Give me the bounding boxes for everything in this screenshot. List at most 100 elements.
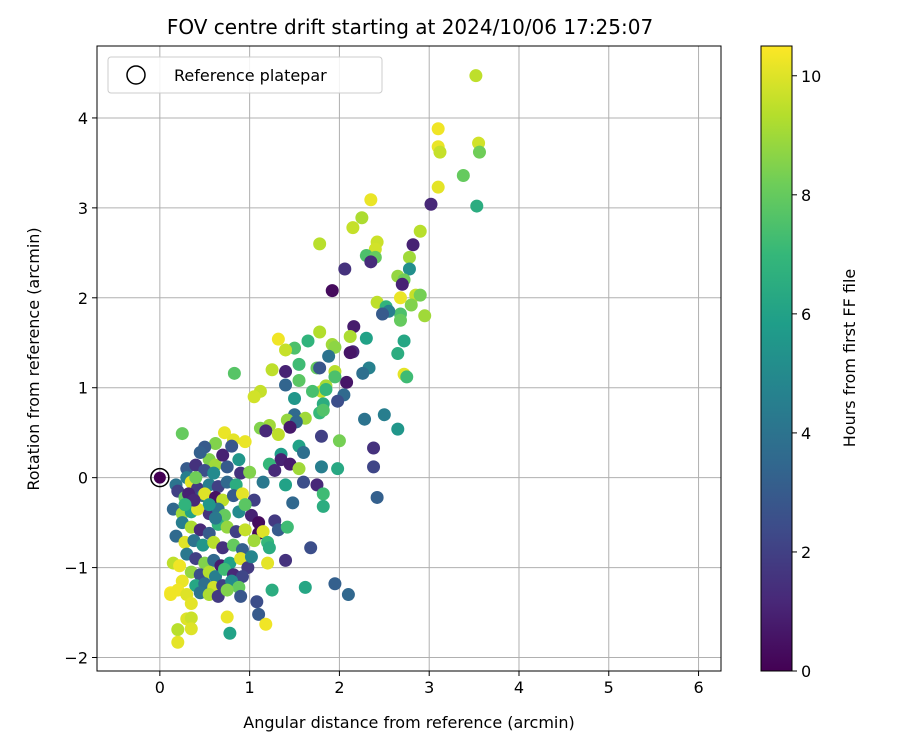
scatter-point	[247, 390, 261, 404]
y-tick-label: −2	[64, 649, 88, 668]
scatter-point	[243, 465, 257, 479]
scatter-point	[223, 626, 237, 640]
scatter-point	[393, 291, 407, 305]
scatter-point	[331, 394, 345, 408]
chart-title: FOV centre drift starting at 2024/10/06 …	[167, 15, 653, 39]
scatter-point	[265, 363, 279, 377]
scatter-point	[252, 607, 266, 621]
plot-frame	[96, 45, 722, 672]
scatter-point	[325, 284, 339, 298]
scatter-point	[244, 550, 258, 564]
scatter-point	[322, 349, 336, 363]
scatter-point	[391, 422, 405, 436]
scatter-point	[271, 332, 285, 346]
scatter-point	[346, 221, 360, 235]
scatter-point	[304, 541, 318, 555]
scatter-point	[305, 384, 319, 398]
colorbar-tick-label: 8	[801, 186, 811, 205]
y-axis-ticks: −2 −1 0 1 2 3 4	[64, 109, 97, 668]
scatter-point	[328, 577, 342, 591]
scatter-point	[193, 445, 207, 459]
scatter-point	[171, 623, 185, 637]
scatter-point	[338, 262, 352, 276]
scatter-point	[209, 436, 223, 450]
scatter-point	[402, 250, 416, 264]
scatter-point	[292, 462, 306, 476]
legend-box	[107, 56, 383, 94]
colorbar-tick-label: 0	[801, 662, 811, 681]
scatter-point	[328, 370, 342, 384]
scatter-point	[424, 197, 438, 211]
x-axis-ticks: 0 1 2 3 4 5 6	[155, 671, 704, 697]
scatter-point	[433, 145, 447, 159]
scatter-point	[469, 69, 483, 83]
scatter-point	[283, 420, 297, 434]
scatter-point	[216, 448, 230, 462]
scatter-point	[301, 334, 315, 348]
scatter-point	[402, 262, 416, 276]
scatter-point	[189, 471, 203, 485]
scatter-point	[472, 145, 486, 159]
scatter-point	[279, 478, 293, 492]
scatter-point	[297, 475, 311, 489]
x-tick-label: 2	[334, 678, 344, 697]
scatter-point	[367, 460, 381, 474]
scatter-point	[217, 426, 231, 440]
scatter-point	[313, 361, 327, 375]
x-tick-label: 6	[693, 678, 703, 697]
reference-point-dot	[153, 471, 166, 484]
scatter-point	[220, 583, 234, 597]
scatter-point	[404, 298, 418, 312]
scatter-point	[207, 466, 221, 480]
scatter-point	[184, 597, 198, 611]
scatter-point	[184, 622, 198, 636]
x-tick-label: 3	[424, 678, 434, 697]
colorbar-ticks: 0 2 4 6 8 10	[792, 67, 821, 681]
x-tick-label: 4	[514, 678, 524, 697]
scatter-point	[265, 583, 279, 597]
scatter-point	[292, 374, 306, 388]
scatter-point	[316, 499, 330, 513]
scatter-point	[279, 343, 293, 357]
scatter-point	[413, 224, 427, 238]
scatter-point	[400, 370, 414, 384]
scatter-point	[297, 445, 311, 459]
scatter-point	[370, 490, 384, 504]
scatter-point	[259, 424, 273, 438]
scatter-point	[393, 313, 407, 327]
y-tick-label: −1	[64, 559, 88, 578]
scatter-point	[358, 412, 372, 426]
scatter-point	[314, 460, 328, 474]
scatter-point	[279, 365, 293, 379]
scatter-point	[341, 588, 355, 602]
colorbar-tick-label: 2	[801, 543, 811, 562]
colorbar-tick-label: 6	[801, 305, 811, 324]
scatter-point	[279, 378, 293, 392]
scatter-point	[313, 325, 327, 339]
scatter-point	[316, 487, 330, 501]
x-tick-label: 1	[245, 678, 255, 697]
scatter-point	[359, 331, 373, 345]
scatter-point	[470, 199, 484, 213]
legend: Reference platepar	[107, 56, 383, 94]
y-axis-label: Rotation from reference (arcmin)	[24, 227, 43, 490]
scatter-point	[279, 553, 293, 567]
scatter-point	[343, 329, 357, 343]
legend-label: Reference platepar	[174, 66, 327, 85]
scatter-point	[340, 375, 354, 389]
scatter-point	[391, 347, 405, 361]
colorbar-gradient	[760, 45, 793, 672]
scatter-point	[259, 617, 273, 631]
scatter-point	[209, 511, 223, 525]
scatter-point	[209, 570, 223, 584]
scatter-point	[235, 570, 249, 584]
scatter-point	[227, 366, 241, 380]
scatter-point	[171, 635, 185, 649]
scatter-point	[347, 320, 361, 334]
scatter-point	[196, 538, 210, 552]
x-axis-label: Angular distance from reference (arcmin)	[243, 713, 574, 732]
scatter-point	[331, 462, 345, 476]
scatter-point	[367, 441, 381, 455]
reference-point-ring	[150, 467, 170, 488]
